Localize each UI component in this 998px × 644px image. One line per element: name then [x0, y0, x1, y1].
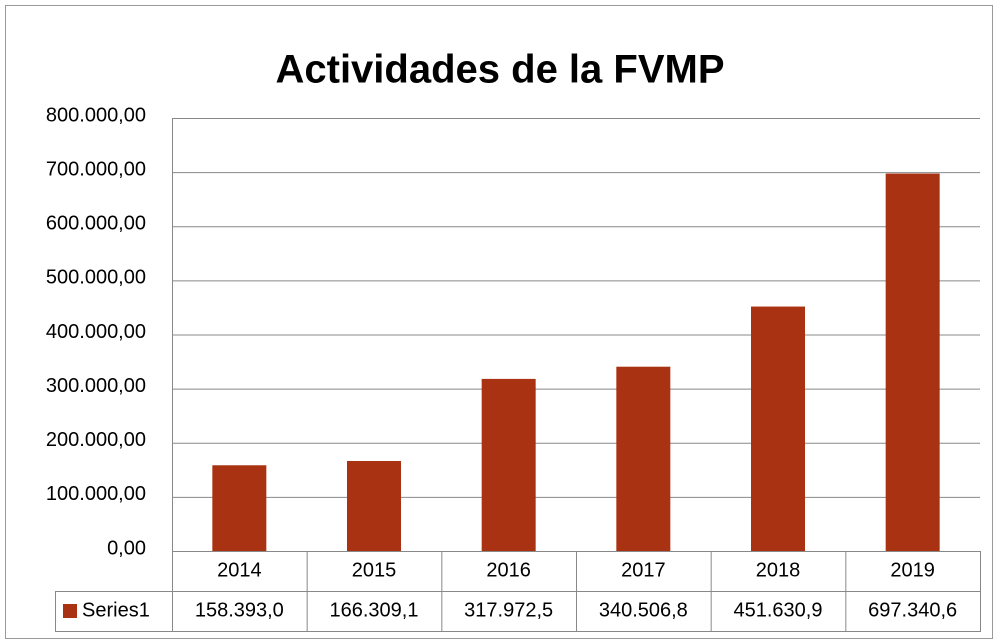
bar: [751, 306, 805, 551]
y-tick-label: 300.000,00: [46, 375, 146, 397]
table-value: 317.972,5: [464, 599, 553, 621]
table-value: 451.630,9: [734, 599, 823, 621]
x-tick-label: 2018: [756, 559, 801, 581]
x-tick-label: 2014: [217, 559, 262, 581]
x-tick-label: 2017: [621, 559, 666, 581]
legend-label: Series1: [82, 599, 150, 621]
table-value: 166.309,1: [330, 599, 419, 621]
bar: [616, 366, 671, 551]
y-tick-label: 100.000,00: [46, 483, 146, 505]
chart-title: Actividades de la FVMP: [275, 48, 724, 92]
bar: [212, 465, 267, 551]
legend-key: [63, 604, 77, 618]
bar: [481, 378, 536, 551]
y-tick-label: 800.000,00: [46, 104, 146, 126]
x-tick-label: 2019: [890, 559, 935, 581]
y-tick-label: 700.000,00: [46, 158, 146, 180]
table-value: 340.506,8: [599, 599, 688, 621]
y-tick-label: 200.000,00: [46, 429, 146, 451]
y-tick-label: 500.000,00: [46, 267, 146, 289]
table-value: 697.340,6: [868, 599, 957, 621]
y-tick-label: 0,00: [107, 537, 146, 559]
x-tick-label: 2016: [486, 559, 531, 581]
table-value: 158.393,0: [195, 599, 284, 621]
x-tick-label: 2015: [352, 559, 397, 581]
bar: [885, 173, 940, 552]
y-tick-label: 400.000,00: [46, 321, 146, 343]
bar: [347, 460, 401, 551]
y-tick-label: 600.000,00: [46, 213, 146, 235]
